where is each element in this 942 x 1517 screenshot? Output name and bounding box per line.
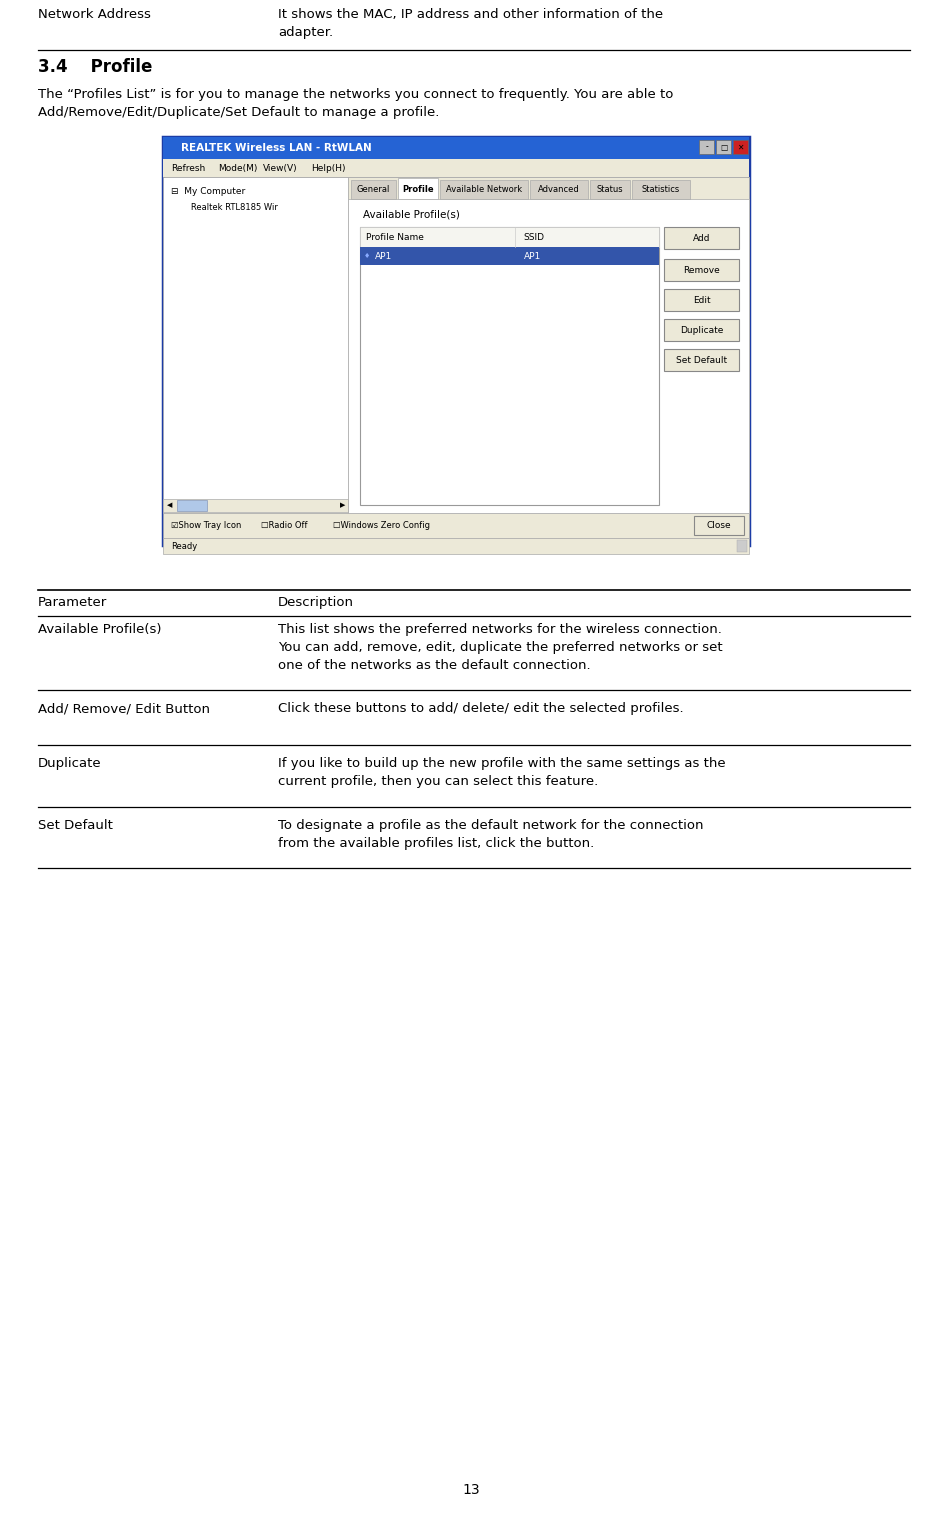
Text: Network Address: Network Address	[38, 8, 151, 21]
Text: Set Default: Set Default	[38, 819, 113, 831]
Bar	[664, 259, 739, 281]
Text: Ready: Ready	[171, 542, 197, 551]
Text: You can add, remove, edit, duplicate the preferred networks or set: You can add, remove, edit, duplicate the…	[278, 642, 723, 654]
Text: 13: 13	[463, 1484, 479, 1497]
Bar	[664, 290, 739, 311]
Bar	[163, 159, 749, 177]
Bar	[163, 539, 749, 554]
Text: General: General	[357, 185, 390, 194]
Text: □: □	[720, 143, 727, 152]
Bar	[664, 319, 739, 341]
Text: Edit: Edit	[692, 296, 710, 305]
Bar	[737, 540, 747, 552]
Bar	[699, 140, 714, 155]
Text: current profile, then you can select this feature.: current profile, then you can select thi…	[278, 775, 598, 787]
Bar	[440, 181, 528, 199]
Text: The “Profiles List” is for you to manage the networks you connect to frequently.: The “Profiles List” is for you to manage…	[38, 88, 674, 102]
Bar	[664, 228, 739, 249]
Bar	[694, 516, 744, 536]
Text: It shows the MAC, IP address and other information of the: It shows the MAC, IP address and other i…	[278, 8, 663, 21]
Text: Refresh: Refresh	[171, 164, 205, 173]
Text: Click these buttons to add/ delete/ edit the selected profiles.: Click these buttons to add/ delete/ edit…	[278, 702, 684, 715]
Text: Duplicate: Duplicate	[38, 757, 102, 771]
Text: Mode(M): Mode(M)	[218, 164, 257, 173]
Text: Add/Remove/Edit/Duplicate/Set Default to manage a profile.: Add/Remove/Edit/Duplicate/Set Default to…	[38, 106, 439, 118]
Text: Realtek RTL8185 Wir: Realtek RTL8185 Wir	[183, 203, 278, 212]
Text: Advanced: Advanced	[538, 185, 580, 194]
Bar	[348, 177, 749, 513]
Text: ⊟  My Computer: ⊟ My Computer	[171, 187, 245, 196]
Text: ☑Show Tray Icon: ☑Show Tray Icon	[171, 520, 241, 529]
Text: Statistics: Statistics	[642, 185, 680, 194]
Text: ◀: ◀	[167, 502, 172, 508]
Text: Profile Name: Profile Name	[366, 232, 424, 241]
Bar	[398, 177, 438, 199]
Bar	[177, 501, 207, 511]
Text: Parameter: Parameter	[38, 596, 107, 608]
Text: Profile: Profile	[402, 185, 434, 194]
Text: Available Profile(s): Available Profile(s)	[363, 209, 460, 218]
Bar	[360, 228, 659, 247]
Text: from the available profiles list, click the button.: from the available profiles list, click …	[278, 837, 594, 850]
Bar	[716, 140, 731, 155]
Text: Set Default: Set Default	[676, 355, 727, 364]
Bar	[360, 228, 659, 505]
Text: ♦: ♦	[364, 253, 370, 259]
Bar	[163, 499, 348, 513]
Text: Add/ Remove/ Edit Button: Add/ Remove/ Edit Button	[38, 702, 210, 715]
Text: View(V): View(V)	[263, 164, 298, 173]
Text: If you like to build up the new profile with the same settings as the: If you like to build up the new profile …	[278, 757, 725, 771]
Text: ☐Windows Zero Config: ☐Windows Zero Config	[333, 520, 430, 529]
Text: SSID: SSID	[524, 232, 544, 241]
Bar	[632, 181, 690, 199]
Bar	[351, 181, 396, 199]
Bar	[360, 247, 659, 265]
Text: -: -	[706, 143, 707, 152]
Bar	[163, 513, 749, 539]
Text: Available Network: Available Network	[446, 185, 522, 194]
Text: AP1: AP1	[375, 252, 392, 261]
Bar	[664, 349, 739, 372]
Text: Description: Description	[278, 596, 354, 608]
Text: Add: Add	[692, 234, 710, 243]
Text: Status: Status	[596, 185, 624, 194]
Bar	[163, 137, 749, 159]
Text: This list shows the preferred networks for the wireless connection.: This list shows the preferred networks f…	[278, 623, 722, 636]
Text: ☐Radio Off: ☐Radio Off	[261, 520, 307, 529]
Text: Help(H): Help(H)	[311, 164, 346, 173]
Text: Available Profile(s): Available Profile(s)	[38, 623, 161, 636]
Text: Duplicate: Duplicate	[680, 326, 723, 335]
Text: AP1: AP1	[524, 252, 541, 261]
Text: ▶: ▶	[340, 502, 346, 508]
Text: 3.4    Profile: 3.4 Profile	[38, 58, 153, 76]
Text: one of the networks as the default connection.: one of the networks as the default conne…	[278, 658, 591, 672]
Text: adapter.: adapter.	[278, 26, 333, 39]
Text: Remove: Remove	[683, 265, 720, 275]
Text: ✕: ✕	[738, 143, 743, 152]
Text: REALTEK Wireless LAN - RtWLAN: REALTEK Wireless LAN - RtWLAN	[181, 143, 372, 153]
Bar	[590, 181, 630, 199]
Text: To designate a profile as the default network for the connection: To designate a profile as the default ne…	[278, 819, 704, 831]
Bar	[348, 199, 749, 513]
Bar	[163, 177, 348, 513]
Text: Close: Close	[706, 520, 731, 529]
Bar	[530, 181, 588, 199]
Bar	[163, 137, 749, 545]
Bar	[733, 140, 748, 155]
